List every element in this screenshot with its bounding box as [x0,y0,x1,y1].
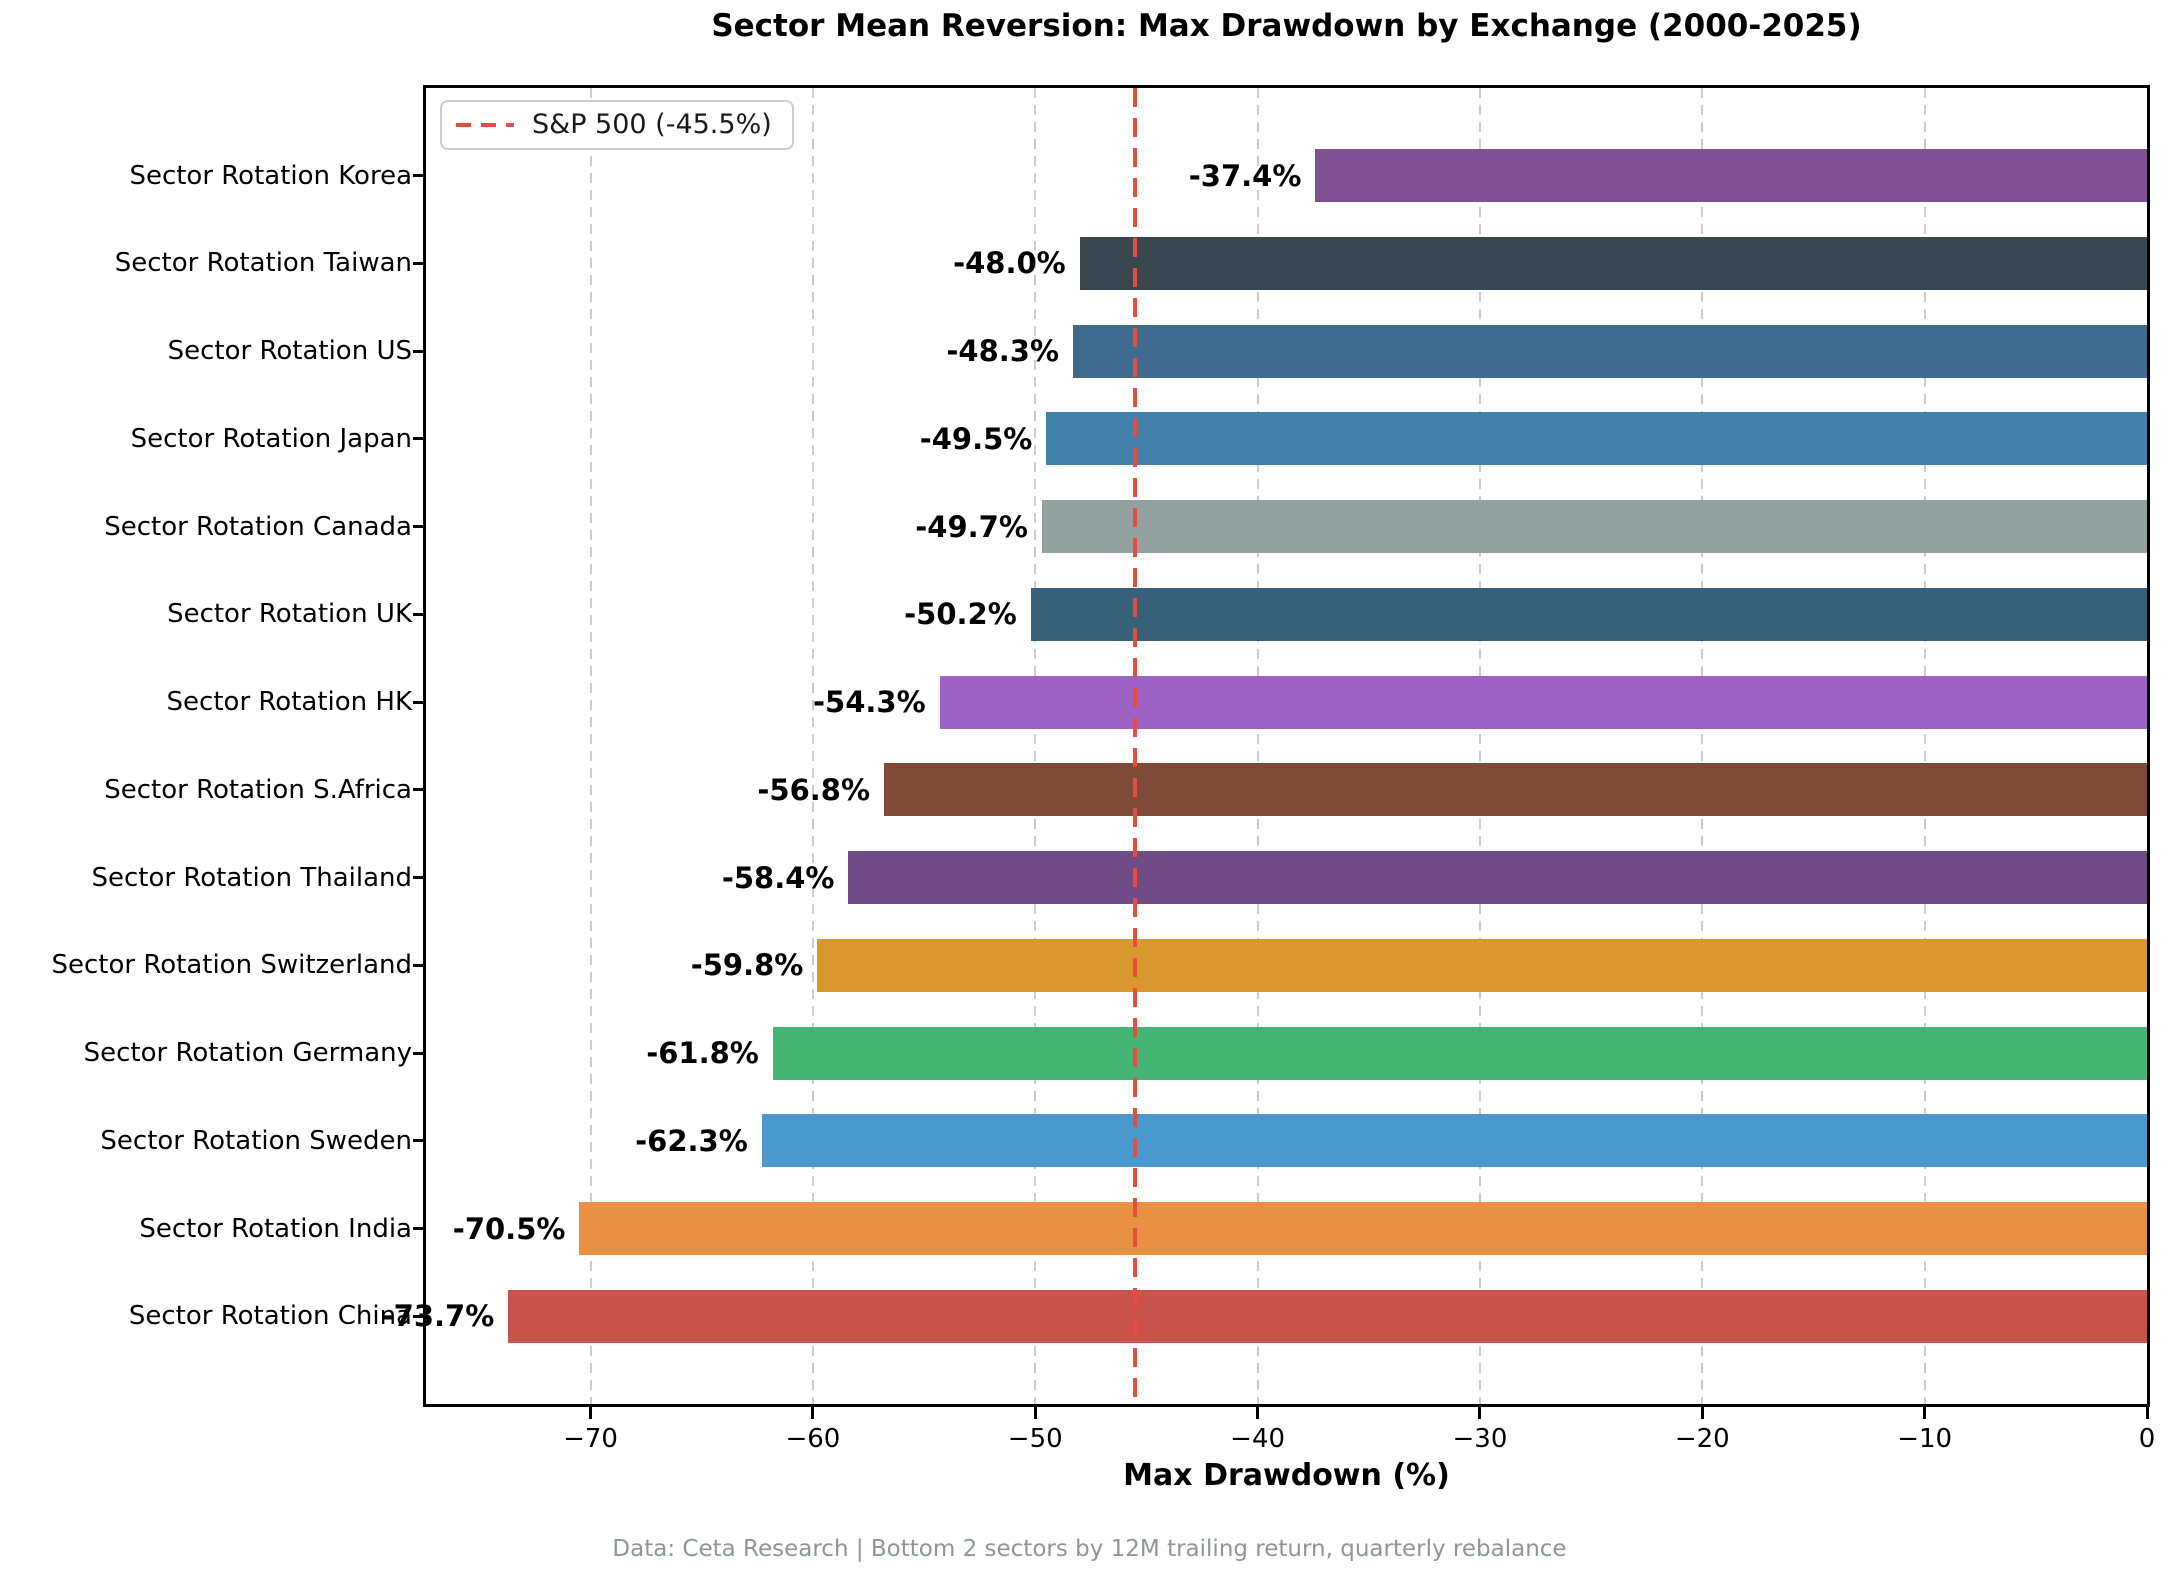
gridline [1923,88,1926,1404]
bar-sector-rotation-japan [1046,412,2147,466]
y-tick-mark [413,1139,423,1143]
bar-sector-rotation-thailand [848,851,2147,905]
bar-sector-rotation-s-africa [884,763,2147,817]
y-tick-mark [413,612,423,616]
y-tick-mark [413,525,423,529]
bar-sector-rotation-china [508,1289,2147,1343]
bar-value-label: -49.5% [919,421,1033,456]
y-tick-label: Sector Rotation China [128,1301,412,1332]
x-tick-label: −30 [1452,1424,1508,1454]
y-tick-mark [413,349,423,353]
y-tick-label: Sector Rotation Thailand [91,862,412,893]
y-tick-mark [413,1314,423,1318]
bar-sector-rotation-taiwan [1079,236,2147,290]
y-tick-mark [413,1227,423,1231]
bar-value-label: -73.7% [381,1299,495,1334]
y-tick-mark [413,437,423,441]
bar-sector-rotation-india [579,1202,2147,1256]
y-tick-label: Sector Rotation India [139,1213,412,1244]
x-tick-mark [2145,1407,2149,1419]
y-tick-mark [413,174,423,178]
x-tick-label: −10 [1897,1424,1953,1454]
bar-sector-rotation-us [1073,324,2147,378]
bar-value-label: -37.4% [1188,158,1302,193]
bar-value-label: -61.8% [646,1036,759,1071]
bar-sector-rotation-germany [772,1026,2147,1080]
bar-value-label: -58.4% [721,860,835,895]
benchmark-line-sp500 [1133,88,1138,1404]
bar-value-label: -70.5% [452,1211,566,1246]
gridline [811,88,814,1404]
legend-dashed-line-sample [456,123,514,127]
x-tick-label: 0 [2138,1424,2156,1454]
x-tick-mark [1033,1407,1037,1419]
bar-value-label: -59.8% [690,948,804,983]
x-tick-mark [811,1407,815,1419]
y-tick-mark [413,788,423,792]
y-tick-mark [413,261,423,265]
gridline [1478,88,1481,1404]
y-tick-label: Sector Rotation Sweden [100,1125,412,1156]
bar-value-label: -54.3% [812,685,926,720]
bar-sector-rotation-canada [1041,500,2147,554]
y-tick-mark [413,963,423,967]
x-tick-mark [1256,1407,1260,1419]
x-tick-label: −20 [1674,1424,1730,1454]
legend-label: S&P 500 (-45.5%) [532,109,772,140]
bar-sector-rotation-sweden [761,1114,2147,1168]
plot-area: S&P 500 (-45.5%) -37.4% -48.0% -48.3% -49.5… [382,85,2150,1407]
legend: S&P 500 (-45.5%) [440,100,794,150]
bar-value-label: -48.0% [953,246,1066,281]
bar-sector-rotation-hk [939,675,2147,729]
y-tick-label: Sector Rotation HK [166,687,412,718]
bar-value-label: -48.3% [946,334,1060,369]
y-tick-label: Sector Rotation S.Africa [104,774,412,805]
y-tick-label: Sector Rotation Taiwan [114,248,412,279]
x-tick-mark [1478,1407,1482,1419]
y-tick-label: Sector Rotation Switzerland [51,950,412,981]
gridline [1034,88,1037,1404]
bar-value-label: -62.3% [635,1123,748,1158]
bar-value-label: -50.2% [904,597,1017,632]
bar-value-label: -49.7% [915,509,1028,544]
gridline [589,88,592,1404]
y-tick-label: Sector Rotation UK [167,599,412,630]
gridline [1256,88,1259,1404]
y-tick-label: Sector Rotation Korea [129,160,412,191]
x-tick-label: −40 [1230,1424,1286,1454]
x-tick-label: −60 [785,1424,841,1454]
x-axis-label: Max Drawdown (%) [1123,1458,1450,1493]
bar-sector-rotation-switzerland [817,938,2147,992]
y-tick-label: Sector Rotation Japan [130,423,412,454]
bar-sector-rotation-korea [1315,149,2147,203]
x-tick-mark [589,1407,593,1419]
chart-title: Sector Mean Reversion: Max Drawdown by E… [711,8,1862,44]
x-tick-label: −50 [1007,1424,1063,1454]
y-tick-mark [413,1051,423,1055]
y-tick-label: Sector Rotation US [167,336,412,367]
source-note: Data: Ceta Research | Bottom 2 sectors b… [612,1536,1567,1562]
x-tick-mark [1700,1407,1704,1419]
x-tick-mark [1923,1407,1927,1419]
gridline [1701,88,1704,1404]
bar-sector-rotation-uk [1030,587,2147,641]
y-tick-label: Sector Rotation Germany [83,1038,412,1069]
y-tick-label: Sector Rotation Canada [104,511,412,542]
bar-value-label: -56.8% [757,772,871,807]
y-tick-mark [413,700,423,704]
x-tick-label: −70 [563,1424,618,1454]
y-tick-mark [413,876,423,880]
